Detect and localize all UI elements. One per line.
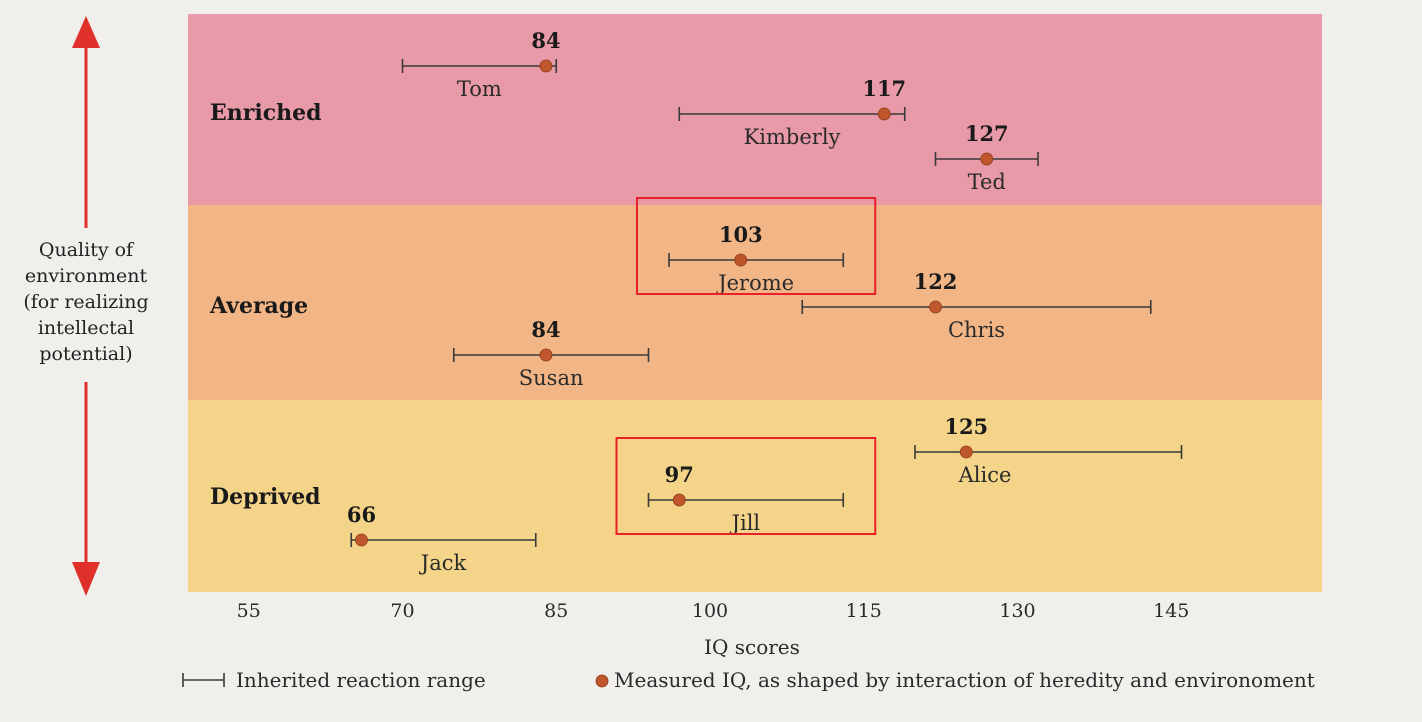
environment-bands: Enriched Average Deprived [188,14,1322,592]
measured-iq-point-chris [929,300,942,314]
person-name-alice: Alice [958,463,1012,487]
iq-value-label-ted: 127 [965,121,1009,146]
quality-label-line-1: Quality of [39,239,135,261]
legend-dot-label: Measured IQ, as shaped by interaction of… [614,668,1315,692]
band-deprived [188,400,1322,592]
person-name-jack: Jack [419,551,467,575]
x-tick-label-55: 55 [237,600,261,622]
person-name-jerome: Jerome [716,271,794,295]
band-average [188,205,1322,405]
person-name-ted: Ted [968,170,1006,194]
measured-iq-point-alice [959,445,973,459]
iq-value-label-jill: 97 [665,462,694,487]
measured-iq-point-jerome [734,253,748,267]
quality-label-line-5: potential) [39,343,132,365]
x-tick-label-85: 85 [544,600,568,622]
chart-marks: 84 Tom 117 Kimberly 127 Ted 103 Jerome 122 Chris 8… [347,28,1183,575]
person-name-kimberly: Kimberly [744,125,841,149]
x-tick-label-115: 115 [846,600,882,622]
x-tick-label-130: 130 [999,600,1035,622]
person-name-susan: Susan [519,366,584,390]
up-arrow-icon [72,16,100,48]
band-label-deprived: Deprived [210,484,321,510]
quality-label-line-3: (for realizing [23,291,148,313]
person-name-jill: Jill [730,511,761,535]
band-enriched [188,14,1322,210]
highlight-box-jill [615,437,877,535]
iq-value-label-jack: 66 [347,502,376,527]
x-axis-title: IQ scores [704,635,800,659]
band-label-enriched: Enriched [210,100,321,126]
band-label-average: Average [209,293,308,319]
quality-label-line-4: intellectal [38,317,134,339]
person-name-chris: Chris [948,318,1005,342]
measured-iq-point-kimberly [877,107,891,121]
x-tick-label-100: 100 [692,600,728,622]
measured-iq-point-tom [539,59,553,73]
quality-label-line-2: environment [25,265,148,287]
legend-range-label: Inherited reaction range [236,668,486,692]
iq-value-label-alice: 125 [944,414,988,439]
iq-value-label-susan: 84 [531,317,560,342]
legend: Inherited reaction range Measured IQ, as … [182,668,1315,692]
x-tick-label-70: 70 [390,600,414,622]
iq-value-label-chris: 122 [914,269,958,294]
iq-value-label-jerome: 103 [719,222,763,247]
x-axis: 55 70 85 100 115 130 145 IQ scores [237,600,1190,659]
measured-iq-point-jill [672,493,686,507]
quality-of-environment-indicator: Quality of environment (for realizing intel… [23,16,149,596]
x-tick-label-145: 145 [1153,600,1189,622]
iq-value-label-tom: 84 [531,28,560,53]
down-arrow-icon [72,562,100,596]
legend-dot-icon [595,674,609,688]
measured-iq-point-ted [980,152,994,166]
person-name-tom: Tom [457,77,502,101]
iq-value-label-kimberly: 117 [862,76,906,101]
measured-iq-point-susan [539,348,553,362]
highlight-box-jerome [636,197,877,295]
measured-iq-point-jack [355,533,368,547]
